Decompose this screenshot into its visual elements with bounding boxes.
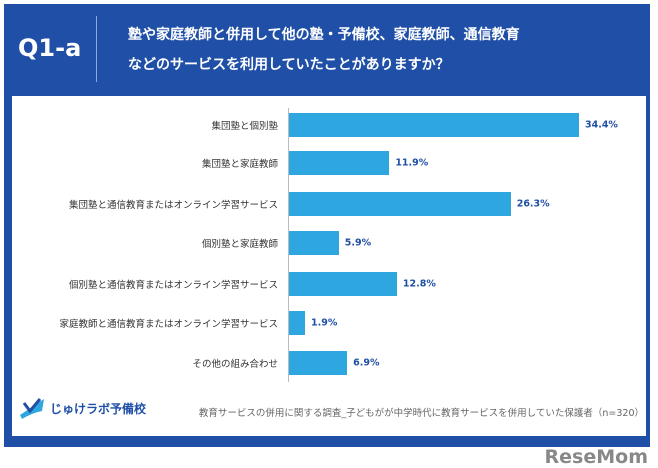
value-label: 26.3% — [516, 198, 550, 210]
bar — [289, 311, 306, 335]
chart-card — [12, 96, 646, 436]
value-label: 34.4% — [584, 119, 618, 131]
bar — [289, 272, 397, 296]
category-label: 個別塾と通信教育またはオンライン学習サービス — [68, 280, 278, 291]
value-label: 12.8% — [402, 278, 436, 290]
value-label: 6.9% — [353, 357, 380, 369]
header-divider — [96, 16, 97, 82]
category-label: 集団塾と個別塾 — [211, 121, 278, 132]
logo-book-icon — [20, 398, 44, 419]
category-label: その他の組み合わせ — [192, 359, 278, 370]
question-title-line1: 塾や家庭教師と併用して他の塾・予備校、家庭教師、通信教育 — [128, 27, 520, 43]
value-label: 5.9% — [344, 237, 372, 249]
category-axis — [288, 108, 289, 382]
value-label: 11.9% — [395, 157, 429, 169]
category-label: 集団塾と通信教育またはオンライン学習サービス — [68, 200, 278, 211]
bar — [289, 351, 348, 375]
bar — [289, 231, 339, 255]
category-label: 個別塾と家庭教師 — [201, 239, 278, 250]
logo-text: じゅけラボ予備校 — [50, 401, 147, 416]
logo: じゅけラボ予備校 — [18, 397, 146, 419]
question-title-line2: などのサービスを利用していたことがありますか？ — [128, 57, 450, 73]
bar — [289, 192, 511, 216]
watermark: ReseMom — [544, 446, 648, 468]
category-label: 集団塾と家庭教師 — [201, 159, 278, 170]
bar — [289, 151, 390, 175]
bar — [289, 113, 579, 137]
source-note: 教育サービスの併用に関する調査_子どもがが中学時代に教育サービスを併用していた保… — [198, 408, 644, 419]
value-label: 1.9% — [311, 317, 338, 329]
question-id: Q1-a — [18, 34, 82, 62]
category-label: 家庭教師と通信教育またはオンライン学習サービス — [59, 319, 278, 330]
